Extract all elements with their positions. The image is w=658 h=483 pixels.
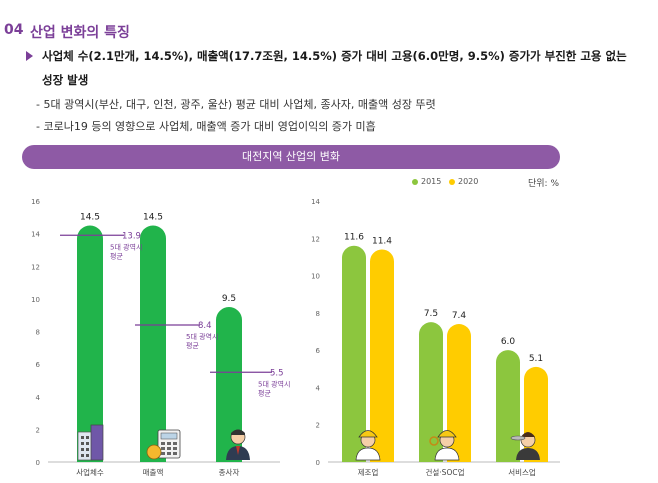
building-icon-window — [81, 454, 84, 457]
right-bar-value-2020-1: 7.4 — [452, 311, 467, 321]
factory-worker-icon-helmet — [358, 430, 378, 438]
left-y-tick-7: 14 — [31, 231, 40, 239]
benchmark-label-line2-2: 평균 — [258, 388, 271, 397]
right-x-tick-1: 건설·SOC업 — [426, 467, 465, 477]
left-x-tick-1: 매출액 — [143, 467, 164, 477]
factory-worker-icon-body — [355, 447, 381, 461]
right-bar-value-2020-2: 5.1 — [529, 354, 543, 364]
legend-2020-swatch — [449, 178, 455, 185]
building-icon-window — [81, 436, 84, 439]
right-bar-2015-2 — [496, 350, 520, 462]
calculator-icon-key — [161, 442, 165, 445]
chart-banner: 대전지역 산업의 변화 — [22, 145, 560, 169]
construction-worker-icon-helmet — [437, 430, 457, 438]
benchmark-label-line1-0: 5대 광역시 — [110, 242, 142, 251]
left-bar-value-2: 9.5 — [222, 294, 236, 304]
left-y-tick-6: 12 — [31, 263, 40, 271]
right-x-tick-2: 서비스업 — [508, 468, 536, 477]
building-icon-base — [77, 431, 93, 461]
building-icon-window — [86, 454, 89, 457]
calculator-icon-key — [173, 452, 177, 455]
right-bar-2015-1 — [419, 322, 443, 462]
building-icon-window — [86, 436, 89, 439]
left-y-tick-4: 8 — [36, 329, 40, 337]
worker-icon-hair — [231, 429, 245, 435]
building-icon-window — [81, 442, 84, 445]
calculator-icon-key — [167, 452, 171, 455]
calculator-icon-key — [173, 447, 177, 450]
calculator-icon-screen — [160, 432, 178, 440]
left-bar-0 — [77, 225, 103, 462]
right-y-tick-7: 14 — [311, 198, 320, 206]
left-y-tick-0: 0 — [36, 459, 40, 467]
bullet-triangle-icon — [26, 51, 33, 61]
calculator-icon-key — [167, 447, 171, 450]
left-bar-value-1: 14.5 — [143, 212, 163, 222]
calculator-icon-key — [161, 447, 165, 450]
right-y-tick-2: 4 — [316, 384, 321, 392]
section-title: 산업 변화의 특징 — [30, 25, 130, 41]
right-bar-2020-2 — [524, 366, 548, 462]
right-y-tick-3: 6 — [316, 347, 321, 355]
legend: 2015 2020 — [412, 177, 478, 186]
right-y-tick-1: 2 — [316, 422, 320, 430]
building-icon-window — [86, 448, 89, 451]
left-bar-2 — [216, 307, 242, 462]
left-y-tick-8: 16 — [31, 198, 40, 206]
benchmark-label-line1-1: 5대 광역시 — [186, 332, 218, 341]
sub-bullet-2: - 코로나19 등의 영향으로 사업체, 매출액 증가 대비 영업이익의 증가 … — [36, 120, 376, 133]
benchmark-label-line2-1: 평균 — [186, 341, 199, 350]
legend-2015-label: 2015 — [421, 177, 442, 186]
service-worker-icon-body — [516, 448, 540, 460]
right-bar-value-2015-2: 6.0 — [501, 337, 516, 347]
building-icon-window — [81, 448, 84, 451]
right-bar-2015-0 — [342, 245, 366, 462]
legend-2020-label: 2020 — [458, 177, 479, 186]
legend-2015-swatch — [412, 178, 418, 185]
right-bar-2020-0 — [370, 249, 394, 462]
construction-worker-icon-body — [434, 447, 460, 461]
unit-label: 단위: % — [528, 179, 560, 189]
right-bar-value-2015-0: 11.6 — [344, 233, 364, 243]
calculator-icon-key — [161, 452, 165, 455]
main-bullet-line2: 성장 발생 — [42, 73, 89, 87]
left-bar-value-0: 14.5 — [80, 212, 100, 222]
left-y-tick-5: 10 — [31, 296, 40, 304]
section-number: 04 — [4, 22, 24, 38]
right-y-tick-4: 8 — [316, 310, 320, 318]
coin-icon — [146, 444, 162, 460]
building-icon-window — [86, 442, 89, 445]
serving-tray-icon — [510, 435, 526, 441]
right-y-tick-0: 0 — [316, 459, 320, 467]
benchmark-value-1: 8.4 — [198, 321, 212, 331]
worker-icon-tie — [236, 446, 240, 455]
right-y-tick-5: 10 — [311, 273, 320, 281]
left-y-tick-3: 6 — [36, 361, 41, 369]
left-bar-1 — [140, 225, 166, 462]
right-bar-value-2015-1: 7.5 — [424, 309, 438, 319]
right-x-tick-0: 제조업 — [358, 468, 379, 477]
gear-icon — [429, 436, 439, 446]
building-icon-tower — [90, 424, 104, 461]
right-y-tick-6: 12 — [311, 235, 320, 243]
benchmark-label-line1-2: 5대 광역시 — [258, 379, 290, 388]
left-x-tick-0: 사업체수 — [76, 467, 104, 477]
left-y-tick-1: 2 — [36, 426, 40, 434]
calculator-icon-key — [173, 442, 177, 445]
benchmark-value-2: 5.5 — [270, 368, 284, 378]
service-worker-icon-hair — [521, 432, 535, 437]
benchmark-value-0: 13.9 — [122, 231, 141, 241]
right-bar-value-2020-0: 11.4 — [372, 236, 392, 246]
main-bullet-line1: 사업체 수(2.1만개, 14.5%), 매출액(17.7조원, 14.5%) … — [42, 49, 627, 63]
left-x-tick-2: 종사자 — [219, 468, 240, 477]
calculator-icon-key — [167, 442, 171, 445]
right-bar-2020-1 — [447, 324, 471, 462]
left-y-tick-2: 4 — [36, 394, 41, 402]
benchmark-label-line2-0: 평균 — [110, 251, 123, 260]
sub-bullet-1: - 5대 광역시(부산, 대구, 인천, 광주, 울산) 평균 대비 사업체, … — [36, 98, 436, 111]
